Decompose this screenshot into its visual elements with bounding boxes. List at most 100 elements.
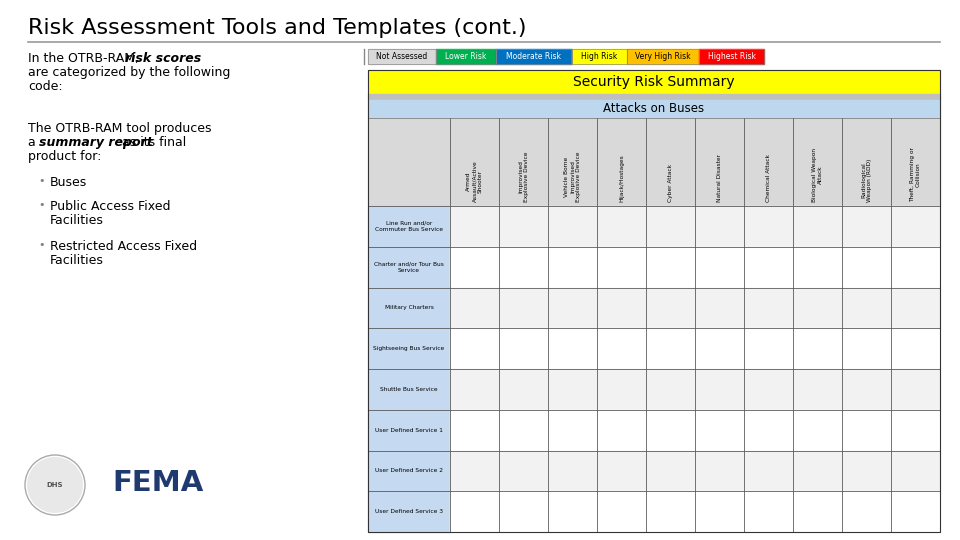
Bar	[597, 247, 646, 287]
Bar	[646, 491, 695, 532]
Text: Cyber Attack: Cyber Attack	[668, 164, 673, 202]
Bar	[699, 49, 764, 64]
Bar	[499, 369, 548, 410]
Bar	[699, 49, 764, 64]
Bar	[793, 410, 842, 450]
Bar	[450, 410, 499, 450]
Bar	[597, 328, 646, 369]
Bar	[368, 287, 450, 328]
Bar	[842, 450, 891, 491]
Text: High Risk: High Risk	[582, 52, 617, 61]
Bar	[499, 206, 548, 247]
Bar	[695, 328, 744, 369]
Bar	[891, 491, 940, 532]
Bar	[368, 70, 940, 532]
Text: Chemical Attack: Chemical Attack	[766, 154, 771, 202]
Text: The OTRB-RAM tool produces: The OTRB-RAM tool produces	[28, 122, 211, 135]
Bar	[646, 206, 695, 247]
Bar	[450, 369, 499, 410]
Bar	[695, 450, 744, 491]
Bar	[548, 247, 597, 287]
Bar	[368, 450, 450, 491]
Text: as its final: as its final	[118, 136, 186, 149]
Bar	[368, 491, 450, 532]
Text: User Defined Service 3: User Defined Service 3	[375, 509, 443, 514]
Text: Theft, Ramming or
Collision: Theft, Ramming or Collision	[910, 147, 921, 202]
Bar	[368, 328, 450, 369]
Bar	[646, 287, 695, 328]
Bar	[597, 369, 646, 410]
Bar	[597, 369, 646, 410]
Bar	[368, 410, 450, 450]
Bar	[744, 118, 793, 206]
Bar	[793, 410, 842, 450]
Bar	[368, 247, 450, 287]
Bar	[842, 287, 891, 328]
Bar	[499, 118, 548, 206]
Bar	[793, 328, 842, 369]
Bar	[597, 410, 646, 450]
Text: Improvised
Explosive Device: Improvised Explosive Device	[518, 152, 529, 202]
Bar	[793, 247, 842, 287]
Bar	[597, 491, 646, 532]
Bar	[496, 49, 572, 64]
Bar	[842, 118, 891, 206]
Bar	[368, 328, 450, 369]
Bar	[450, 118, 499, 206]
Bar	[793, 118, 842, 206]
Bar	[842, 206, 891, 247]
Bar	[695, 491, 744, 532]
Bar	[450, 287, 499, 328]
Bar	[646, 450, 695, 491]
Bar	[450, 247, 499, 287]
Bar	[436, 49, 496, 64]
Bar	[450, 369, 499, 410]
Bar	[646, 369, 695, 410]
Bar	[368, 206, 450, 247]
Bar	[368, 118, 450, 206]
Bar	[891, 410, 940, 450]
Bar	[744, 206, 793, 247]
Bar	[548, 450, 597, 491]
Bar	[744, 247, 793, 287]
Text: Radiological
Weapon (RDD): Radiological Weapon (RDD)	[861, 159, 872, 202]
Bar	[548, 206, 597, 247]
Text: Shuttle Bus Service: Shuttle Bus Service	[380, 387, 438, 392]
Bar	[368, 118, 450, 206]
Bar	[891, 369, 940, 410]
Bar	[842, 118, 891, 206]
Bar	[744, 450, 793, 491]
Bar	[627, 49, 699, 64]
Bar	[450, 206, 499, 247]
Text: a: a	[28, 136, 39, 149]
Bar	[891, 287, 940, 328]
Bar	[891, 328, 940, 369]
Bar	[695, 410, 744, 450]
Bar	[695, 247, 744, 287]
Bar	[744, 491, 793, 532]
Text: Military Charters: Military Charters	[385, 306, 433, 310]
Bar	[646, 328, 695, 369]
Bar	[499, 369, 548, 410]
Text: Biological Weapon
Attack: Biological Weapon Attack	[812, 148, 823, 202]
Bar	[744, 369, 793, 410]
Text: Public Access Fixed: Public Access Fixed	[50, 200, 171, 213]
Text: Moderate Risk: Moderate Risk	[507, 52, 562, 61]
Bar	[548, 118, 597, 206]
Bar	[793, 206, 842, 247]
Bar	[548, 369, 597, 410]
Bar	[368, 369, 450, 410]
Bar	[793, 491, 842, 532]
Bar	[646, 118, 695, 206]
Bar	[499, 450, 548, 491]
Bar	[793, 450, 842, 491]
Bar	[499, 410, 548, 450]
Bar	[842, 206, 891, 247]
Text: Armed
Assault/Active
Shooter: Armed Assault/Active Shooter	[467, 160, 483, 202]
Bar	[499, 118, 548, 206]
Bar	[368, 206, 450, 247]
Bar	[744, 247, 793, 287]
Text: risk scores: risk scores	[125, 52, 202, 65]
Bar	[744, 206, 793, 247]
Bar	[499, 410, 548, 450]
